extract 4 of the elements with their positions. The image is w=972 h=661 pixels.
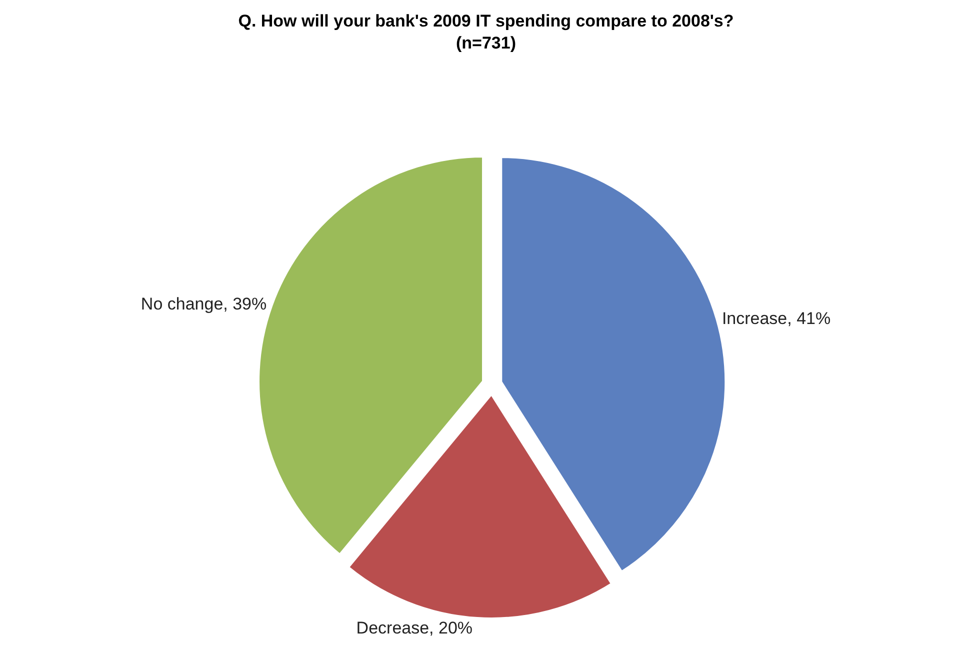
slice-label: No change, 39%: [140, 294, 267, 314]
chart-title: Q. How will your bank's 2009 IT spending compare to 2008's? (n=731): [238, 11, 734, 53]
slice-label: Decrease, 20%: [356, 618, 473, 638]
slice-label: Increase, 41%: [722, 308, 831, 328]
